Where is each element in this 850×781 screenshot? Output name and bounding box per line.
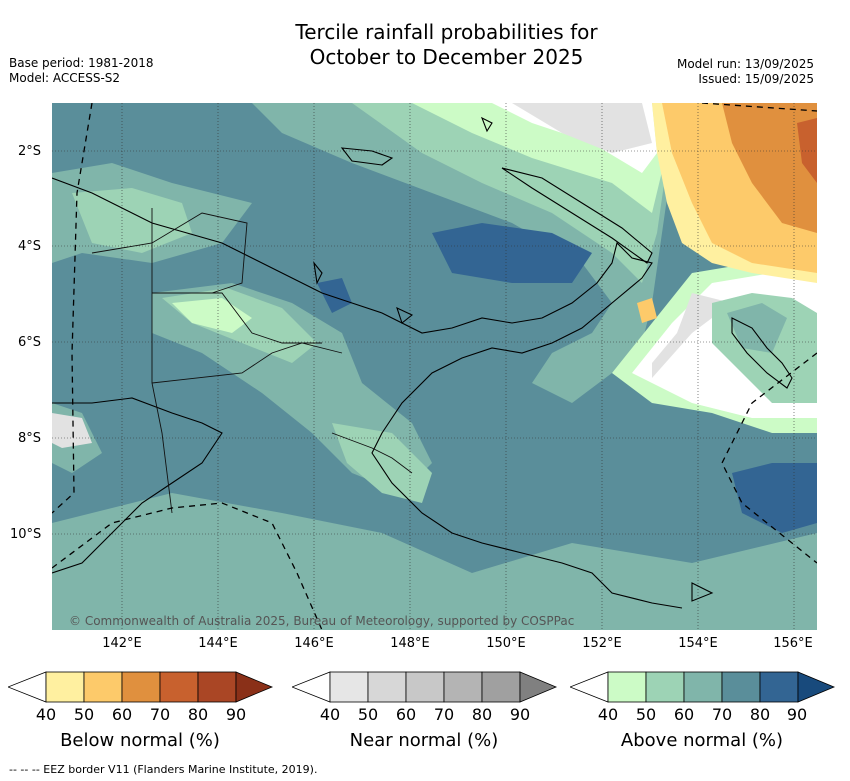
title-line-2: October to December 2025 — [309, 45, 584, 69]
eez-footnote: -- -- -- EEZ border V11 (Flanders Marine… — [9, 763, 318, 776]
x-tick-156e: 156°E — [773, 636, 813, 651]
x-tick-150e: 150°E — [486, 636, 526, 651]
cb3-tick-60: 60 — [673, 705, 695, 724]
cb3-tick-80: 80 — [749, 705, 771, 724]
cb3-tick-40: 40 — [597, 705, 619, 724]
x-tick-144e: 144°E — [198, 636, 238, 651]
cb1-tick-70: 70 — [149, 705, 171, 724]
probability-map — [52, 103, 817, 630]
cb2-tick-90: 90 — [509, 705, 531, 724]
y-tick-2s: 2°S — [18, 144, 42, 159]
cb1-tick-60: 60 — [111, 705, 133, 724]
x-tick-148e: 148°E — [390, 636, 430, 651]
y-tick-4s: 4°S — [18, 239, 42, 254]
cb2-tick-80: 80 — [471, 705, 493, 724]
cb1-tick-40: 40 — [35, 705, 57, 724]
cb2-label: Near normal (%) — [349, 730, 499, 751]
colorbar-below-normal — [6, 671, 274, 707]
cb3-tick-70: 70 — [711, 705, 733, 724]
cb1-tick-50: 50 — [73, 705, 95, 724]
cb3-tick-90: 90 — [786, 705, 808, 724]
map-title: Tercile rainfall probabilities for Octob… — [0, 20, 850, 70]
cb2-tick-50: 50 — [357, 705, 379, 724]
cb2-tick-40: 40 — [319, 705, 341, 724]
cb1-tick-90: 90 — [225, 705, 247, 724]
cb1-label: Below normal (%) — [60, 730, 220, 751]
colorbar-below-normal-bar — [6, 671, 274, 703]
cb3-label: Above normal (%) — [620, 730, 784, 751]
colorbar-near-normal-bar — [290, 671, 558, 703]
cb3-tick-50: 50 — [635, 705, 657, 724]
x-tick-142e: 142°E — [102, 636, 142, 651]
model-name: Model: ACCESS-S2 — [9, 71, 121, 85]
y-tick-8s: 8°S — [18, 431, 42, 446]
issued-date: Issued: 15/09/2025 — [698, 72, 814, 86]
y-tick-10s: 10°S — [10, 527, 42, 542]
x-tick-146e: 146°E — [294, 636, 334, 651]
y-tick-6s: 6°S — [18, 335, 42, 350]
copyright-notice: © Commonwealth of Australia 2025, Bureau… — [69, 614, 575, 628]
title-line-1: Tercile rainfall probabilities for — [295, 20, 598, 44]
colorbar-near-normal — [290, 671, 558, 707]
cb1-tick-80: 80 — [187, 705, 209, 724]
model-run: Model run: 13/09/2025 — [676, 57, 814, 71]
x-tick-154e: 154°E — [678, 636, 718, 651]
colorbar-above-normal-bar — [568, 671, 836, 703]
cb2-tick-60: 60 — [395, 705, 417, 724]
x-tick-152e: 152°E — [582, 636, 622, 651]
cb2-tick-70: 70 — [433, 705, 455, 724]
metadata-right: Model run: 13/09/2025 Issued: 15/09/2025 — [677, 57, 814, 87]
base-period: Base period: 1981-2018 — [9, 56, 154, 70]
colorbar-above-normal — [568, 671, 836, 707]
metadata-left: Base period: 1981-2018 Model: ACCESS-S2 — [9, 56, 154, 86]
